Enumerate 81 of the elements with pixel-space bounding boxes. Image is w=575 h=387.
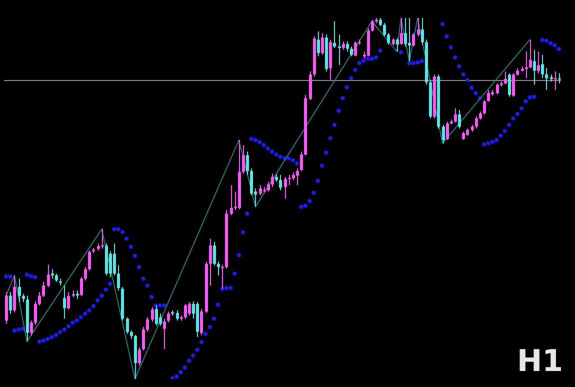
candlestick bbox=[284, 176, 287, 199]
candlestick bbox=[80, 276, 83, 296]
candlestick bbox=[483, 99, 486, 115]
candlestick bbox=[18, 278, 21, 303]
candlestick bbox=[176, 310, 179, 322]
candlestick bbox=[30, 320, 33, 336]
candlestick bbox=[9, 292, 12, 314]
candlestick bbox=[300, 151, 303, 172]
candlestick bbox=[487, 89, 490, 102]
candlestick bbox=[541, 54, 544, 79]
candlestick bbox=[317, 30, 320, 57]
candlestick bbox=[13, 274, 16, 313]
candlestick bbox=[217, 260, 220, 276]
candlestick bbox=[230, 184, 233, 216]
candlestick bbox=[417, 18, 420, 37]
candlestick bbox=[267, 181, 270, 192]
candlestick bbox=[184, 303, 187, 320]
candlestick bbox=[346, 40, 349, 52]
candlestick bbox=[188, 302, 191, 316]
candlestick bbox=[529, 39, 532, 69]
candlestick bbox=[246, 151, 249, 176]
candlestick bbox=[271, 173, 274, 188]
candlestick bbox=[338, 34, 341, 66]
candlestick bbox=[138, 346, 141, 366]
candlestick bbox=[159, 313, 162, 326]
candlestick bbox=[442, 124, 445, 144]
candlestick bbox=[34, 300, 37, 326]
candlestick bbox=[42, 281, 45, 298]
candlestick bbox=[151, 306, 154, 322]
candlestick bbox=[213, 241, 216, 266]
candlestick bbox=[288, 174, 291, 186]
candlestick bbox=[250, 168, 253, 196]
candlestick bbox=[383, 22, 386, 37]
candlestick bbox=[209, 238, 212, 286]
candlestick bbox=[47, 264, 50, 288]
candlestick bbox=[412, 32, 415, 48]
annotation: H1 bbox=[517, 344, 563, 379]
candlestick bbox=[242, 144, 245, 174]
candlestick bbox=[458, 110, 461, 129]
candlestick bbox=[163, 318, 166, 350]
candlestick bbox=[167, 310, 170, 323]
candlestick bbox=[321, 32, 324, 56]
candlestick bbox=[512, 72, 515, 98]
candlestick bbox=[51, 268, 54, 280]
candlestick bbox=[554, 70, 557, 90]
candlestick bbox=[333, 20, 336, 48]
candlestick bbox=[38, 292, 41, 306]
candlestick bbox=[545, 68, 548, 90]
candlestick bbox=[221, 264, 224, 290]
candlestick bbox=[558, 72, 561, 84]
candlestick bbox=[117, 264, 120, 292]
candlestick bbox=[354, 40, 357, 57]
candlestick bbox=[126, 316, 129, 334]
candlestick bbox=[508, 72, 511, 98]
candlestick bbox=[537, 51, 540, 74]
candlestick bbox=[525, 51, 528, 79]
candlestick bbox=[454, 108, 457, 123]
candlestick bbox=[84, 266, 87, 281]
candlestick bbox=[396, 38, 399, 52]
candlestick bbox=[101, 228, 104, 250]
candlestick bbox=[259, 184, 262, 196]
candlestick bbox=[350, 46, 353, 57]
candlestick bbox=[400, 18, 403, 46]
candlestick bbox=[88, 250, 91, 271]
candlestick bbox=[371, 19, 374, 32]
candlestick bbox=[113, 243, 116, 276]
candlestick bbox=[200, 308, 203, 336]
candlestick bbox=[446, 121, 449, 141]
candlestick bbox=[496, 82, 499, 95]
candlestick bbox=[146, 316, 149, 332]
candlestick bbox=[475, 116, 478, 129]
candlestick bbox=[533, 49, 536, 86]
candlestick bbox=[504, 70, 507, 85]
candlestick bbox=[67, 292, 70, 310]
candlestick bbox=[404, 18, 407, 48]
candlestick bbox=[63, 285, 66, 320]
candlestick bbox=[421, 18, 424, 46]
candlestick bbox=[142, 326, 145, 351]
candlestick bbox=[296, 168, 299, 186]
candlestick bbox=[279, 174, 282, 191]
candlestick bbox=[387, 32, 390, 46]
